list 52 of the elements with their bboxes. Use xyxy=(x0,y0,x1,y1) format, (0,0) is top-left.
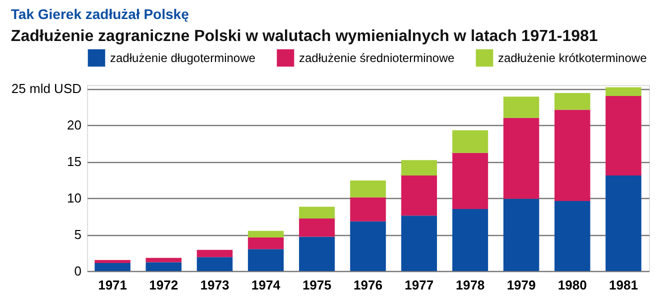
x-tick-label: 1971 xyxy=(98,278,128,292)
bar xyxy=(248,230,284,238)
bar xyxy=(606,87,642,96)
x-tick-label: 1973 xyxy=(200,278,230,292)
bar xyxy=(94,262,130,271)
bar xyxy=(606,96,642,176)
bar xyxy=(248,249,284,271)
bar xyxy=(299,206,335,218)
bar xyxy=(503,96,540,118)
bar xyxy=(606,175,642,271)
y-tick-label: 0 xyxy=(74,264,82,278)
bar xyxy=(196,257,233,271)
x-tick-label: 1974 xyxy=(251,278,282,292)
bar xyxy=(452,209,488,271)
chart-title: Tak Gierek zadłużał Polskę xyxy=(10,6,190,22)
bar xyxy=(503,118,540,199)
x-tick-label: 1978 xyxy=(456,278,485,292)
bar xyxy=(554,93,590,110)
y-tick-label: 15 xyxy=(67,154,82,170)
bar xyxy=(299,218,335,237)
bar xyxy=(299,236,335,271)
bar xyxy=(350,180,386,198)
y-tick-label: 20 xyxy=(67,118,82,133)
bar xyxy=(452,130,488,153)
bar xyxy=(350,197,386,222)
x-tick-label: 1976 xyxy=(354,278,382,292)
bar xyxy=(554,110,590,201)
legend-label: zadłużenie średnioterminowe xyxy=(299,50,455,65)
x-tick-label: 1981 xyxy=(608,278,638,292)
bar xyxy=(503,198,540,271)
legend-label: zadłużenie długoterminowe xyxy=(110,50,256,65)
bar xyxy=(94,260,130,263)
x-tick-label: 1980 xyxy=(558,278,587,292)
bar xyxy=(554,200,590,271)
legend-label: zadłużenie krótkoterminowe xyxy=(498,50,648,65)
bar xyxy=(146,262,182,271)
y-tick-label: 25 mld USD xyxy=(11,81,82,96)
x-tick-label: 1977 xyxy=(404,278,434,292)
bar xyxy=(401,175,437,216)
bar xyxy=(401,160,437,176)
x-tick-label: 1972 xyxy=(149,278,178,292)
x-tick-label: 1979 xyxy=(506,278,536,292)
bar xyxy=(248,237,284,250)
x-tick-label: 1975 xyxy=(302,278,332,292)
bar xyxy=(146,258,182,262)
bar xyxy=(196,250,233,258)
chart-subtitle: Zadłużenie zagraniczne Polski w walutach wymienialnych w latach 1971-1981 xyxy=(10,28,598,45)
y-tick-label: 10 xyxy=(67,190,82,206)
bar xyxy=(350,221,386,271)
bar xyxy=(452,152,488,209)
y-tick-label: 5 xyxy=(74,227,82,242)
bar xyxy=(401,216,437,271)
